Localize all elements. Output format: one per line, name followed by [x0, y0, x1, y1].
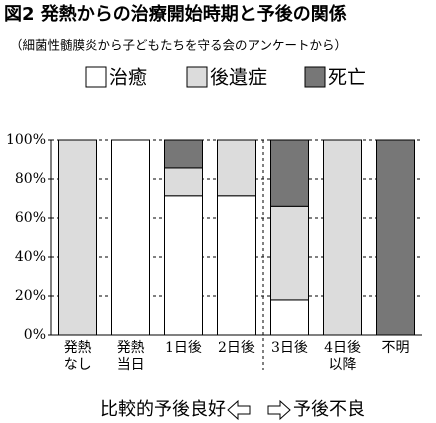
chart-subtitle: （細菌性髄膜炎から子どもたちを守る会のアンケートから） [10, 38, 347, 53]
bar-segment [111, 139, 150, 336]
legend-label: 死亡 [328, 67, 366, 89]
y-tick-label: 0% [24, 327, 46, 343]
bar-segment [323, 139, 362, 336]
y-tick-label: 60% [15, 210, 46, 226]
bar-segment [58, 139, 97, 336]
chart-title: 図2 発熱からの治療開始時期と予後の関係 [4, 3, 347, 25]
legend-label: 治癒 [109, 67, 147, 89]
arrow-right [267, 399, 291, 421]
bar-segment [164, 139, 203, 169]
x-tick-label: 1日後 [165, 340, 202, 356]
bar-segment [217, 139, 256, 197]
footer-right: 予後不良 [293, 399, 365, 420]
bar-segment [270, 139, 309, 207]
x-tick-label: 4日後以降 [324, 340, 361, 373]
x-tick-label: 不明 [381, 340, 410, 356]
bar-segment [270, 205, 309, 301]
bar-segment [217, 195, 256, 336]
y-tick-label: 40% [15, 249, 46, 265]
y-tick-label: 100% [6, 132, 46, 148]
arrow-left [227, 399, 251, 421]
x-tick-label: 3日後 [271, 340, 308, 356]
legend-swatch [85, 66, 107, 88]
x-tick-label: 発熱なし [63, 340, 92, 373]
bar-segment [164, 195, 203, 336]
y-tick-label: 20% [15, 288, 46, 304]
bar-segment [164, 167, 203, 197]
bar-segment [376, 139, 415, 336]
bar-segment [270, 299, 309, 336]
footer-left: 比較的予後良好 [100, 399, 226, 420]
legend-swatch [186, 66, 208, 88]
x-tick-label: 発熱当日 [116, 340, 145, 373]
x-tick-label: 2日後 [218, 340, 255, 356]
y-tick-label: 80% [15, 171, 46, 187]
legend-swatch [304, 66, 326, 88]
legend-label: 後遺症 [210, 67, 267, 89]
